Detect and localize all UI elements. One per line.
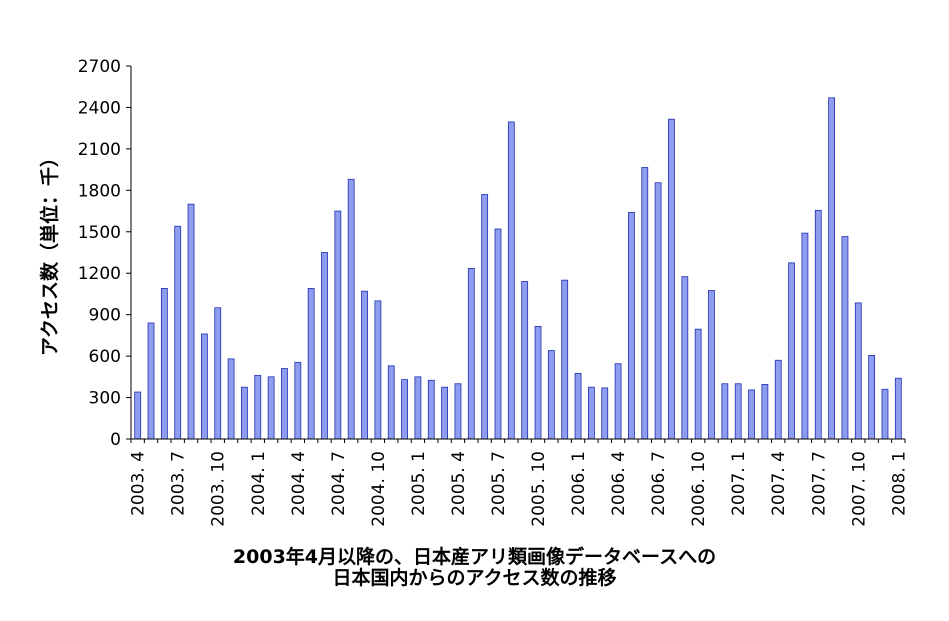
x-tick-label: 2007. 7 xyxy=(809,451,829,516)
bar: 2006.4: 545 xyxy=(614,363,622,440)
bar: 2007.6: 1490 xyxy=(801,232,809,440)
bar: 2006.3: 370 xyxy=(601,387,609,440)
x-tick-label: 2007. 4 xyxy=(769,451,789,516)
bar: 2003.8: 1700 xyxy=(187,203,195,440)
bar: 2003.9: 760 xyxy=(200,333,208,440)
x-tick-label: 2004. 1 xyxy=(249,451,269,516)
bar: 2005.6: 1770 xyxy=(481,194,489,440)
y-tick-label: 1800 xyxy=(78,181,121,201)
bar: 2003.7: 1540 xyxy=(174,225,182,440)
y-tick-label: 0 xyxy=(110,430,121,450)
bar: 2004.12: 430 xyxy=(401,379,408,440)
bar: 2007.7: 1655 xyxy=(814,209,822,440)
bar: 2005.11: 640 xyxy=(547,350,555,440)
chart-caption-line-2: 日本国内からのアクセス数の推移 xyxy=(332,567,617,589)
bar: 2007.9: 1465 xyxy=(841,236,849,440)
bar: 2005.5: 1235 xyxy=(467,267,475,440)
bar: 2005.8: 2295 xyxy=(507,121,515,440)
bar: 2006.8: 2315 xyxy=(668,118,675,440)
bar-series: 2003.4: 340 2003.5: 840 2003.6: 1090 2003.7… xyxy=(134,97,902,440)
bar: 2007.11: 605 xyxy=(868,355,876,440)
x-tick-label: 2003. 4 xyxy=(129,451,149,516)
bar: 2004.5: 1090 xyxy=(307,288,315,440)
bar: 2005.3: 375 xyxy=(441,386,449,440)
bar: 2006.12: 400 xyxy=(721,383,729,440)
y-axis-label: アクセス数（単位：千） xyxy=(38,148,61,356)
bar: 2003.10: 950 xyxy=(214,307,222,440)
bar: 2003.6: 1090 xyxy=(160,288,168,440)
bar: 2004.6: 1350 xyxy=(321,252,328,440)
bar: 2007.10: 985 xyxy=(854,302,862,440)
x-tick-label: 2006. 4 xyxy=(609,451,629,516)
bar: 2004.11: 530 xyxy=(387,365,395,440)
bar: 2007.1: 400 xyxy=(734,383,742,440)
x-tick-label: 2005. 10 xyxy=(529,451,549,527)
x-tick-label: 2008. 1 xyxy=(889,451,909,516)
bar: 2006.7: 1855 xyxy=(654,182,662,440)
bar: 2003.11: 580 xyxy=(227,358,235,440)
y-axis-label-group: アクセス数（単位：千） xyxy=(38,148,61,356)
bar: 2003.12: 375 xyxy=(241,386,248,440)
x-tick-label: 2005. 4 xyxy=(449,451,469,516)
y-tick-label: 1200 xyxy=(78,264,121,284)
bar: 2006.11: 1075 xyxy=(708,290,715,440)
y-tick-label: 300 xyxy=(89,389,121,409)
bar: 2007.12: 360 xyxy=(881,388,889,440)
bar: 2005.12: 1150 xyxy=(561,279,569,440)
y-axis: 0 300 600 900 1200 1500 1800 2100 2400 2700 xyxy=(78,57,132,450)
x-tick-label: 2006. 7 xyxy=(649,451,669,516)
bar: 2006.5: 1640 xyxy=(628,212,635,440)
x-axis: 2003. 4 2003. 7 2003. 10 2004. 1 2004. 4 2004… xyxy=(129,438,909,527)
chart-caption-line-1: 2003年4月以降の、日本産アリ類画像データベースへの xyxy=(232,546,717,568)
bar: 2006.9: 1175 xyxy=(681,276,689,440)
bar: 2007.4: 570 xyxy=(774,359,782,440)
bar: 2006.6: 1965 xyxy=(641,167,649,440)
bar: 2003.4: 340 xyxy=(134,391,142,440)
bar: 2005.1: 450 xyxy=(414,376,422,440)
y-tick-label: 2400 xyxy=(78,98,121,118)
x-tick-label: 2005. 1 xyxy=(409,451,429,516)
bar: 2004.4: 555 xyxy=(294,361,302,440)
y-tick-label: 1500 xyxy=(78,223,121,243)
x-tick-label: 2006. 1 xyxy=(569,451,589,516)
bar: 2006.2: 375 xyxy=(587,386,595,440)
bar: 2007.2: 355 xyxy=(748,389,755,440)
bar: 2004.3: 510 xyxy=(281,368,288,440)
x-tick-label: 2005. 7 xyxy=(489,451,509,516)
bar: 2005.10: 815 xyxy=(534,326,542,440)
bar: 2004.8: 1880 xyxy=(347,178,355,440)
bar: 2008.1: 440 xyxy=(894,377,902,440)
x-tick-label: 2003. 7 xyxy=(169,451,189,516)
bar: 2006.10: 795 xyxy=(694,328,702,440)
x-tick-label: 2006. 10 xyxy=(689,451,709,527)
y-tick-label: 900 xyxy=(89,306,121,326)
bar: 2004.1: 460 xyxy=(254,375,262,440)
bar: 2006.1: 475 xyxy=(574,372,582,440)
bar: 2005.9: 1140 xyxy=(521,281,529,440)
x-tick-label: 2007. 10 xyxy=(849,451,869,527)
bar: 2005.4: 400 xyxy=(454,383,462,440)
y-tick-label: 600 xyxy=(89,347,121,367)
bar: 2004.2: 450 xyxy=(267,376,275,440)
x-tick-label: 2004. 7 xyxy=(329,451,349,516)
x-tick-label: 2007. 1 xyxy=(729,451,749,516)
y-tick-label: 2100 xyxy=(78,140,121,160)
y-tick-label: 2700 xyxy=(78,57,121,77)
x-tick-label: 2003. 10 xyxy=(209,451,229,527)
x-tick-label: 2004. 4 xyxy=(289,451,309,516)
x-tick-label: 2004. 10 xyxy=(369,451,389,527)
bar: 2005.2: 425 xyxy=(427,379,435,440)
bar: 2004.7: 1650 xyxy=(334,210,342,440)
bar: 2007.3: 395 xyxy=(761,384,769,440)
bar: 2007.5: 1275 xyxy=(788,262,795,440)
bar: 2007.8: 2470 xyxy=(828,97,836,440)
bar: 2005.7: 1520 xyxy=(494,228,502,440)
bar: 2004.9: 1070 xyxy=(361,290,368,440)
bar: 2004.10: 1000 xyxy=(374,300,382,440)
bar: 2003.5: 840 xyxy=(147,322,155,440)
